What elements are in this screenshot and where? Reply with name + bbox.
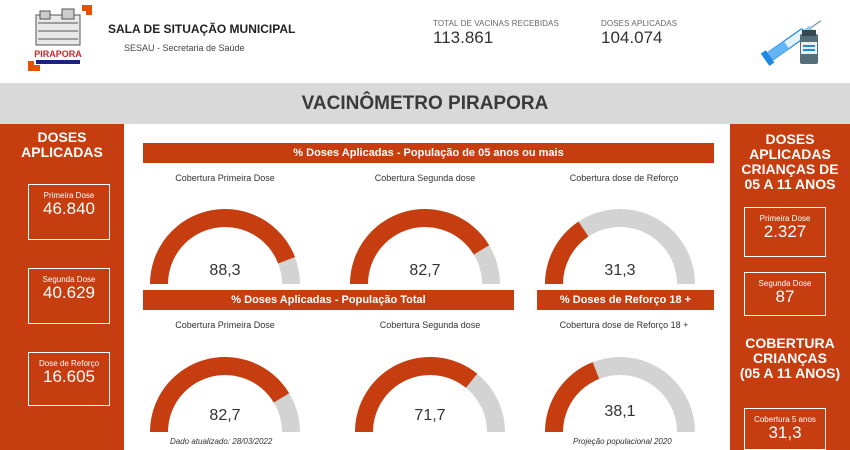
card-label: Segunda Dose — [42, 275, 96, 284]
kpi-value: 104.074 — [601, 28, 663, 47]
app-title: SALA DE SITUAÇÃO MUNICIPAL — [108, 22, 296, 36]
gauge-caption: Cobertura Primeira Dose — [175, 320, 275, 330]
card-value: 2.327 — [763, 222, 807, 241]
gauge-primeira-dose-05 — [150, 209, 300, 284]
gauge-segunda-dose-total — [355, 357, 505, 432]
footnote-population: Projeção populacional 2020 — [573, 437, 672, 446]
gauge-fill — [545, 221, 589, 284]
card-criancas-primeira-dose: Primeira Dose 2.327 — [744, 207, 826, 257]
kpi-vacinas-recebidas: TOTAL DE VACINAS RECEBIDAS 113.861 — [433, 19, 559, 48]
card-label: Primeira Dose — [43, 191, 95, 200]
panel-title-line: COBERTURA — [745, 335, 835, 351]
kpi-doses-aplicadas: DOSES APLICADAS 104.074 — [601, 19, 677, 48]
gauge-caption: Cobertura Primeira Dose — [175, 173, 275, 183]
panel-title-line: APLICADAS — [749, 146, 831, 162]
gauge-primeira-dose-total — [150, 357, 300, 432]
gauge-fill — [350, 209, 490, 284]
card-value: 46.840 — [43, 199, 95, 218]
card-label: Cobertura 5 anos — [754, 415, 816, 424]
card-value: 16.605 — [43, 367, 95, 386]
logo-wordmark: PIRAPORA — [34, 49, 82, 59]
card-dose-reforco: Dose de Reforço 16.605 — [28, 352, 110, 406]
gauge-fill — [150, 357, 290, 432]
page-banner: VACINÔMETRO PIRAPORA — [0, 83, 850, 124]
pirapora-logo: PIRAPORA — [22, 5, 94, 71]
card-criancas-segunda-dose: Segunda Dose 87 — [744, 272, 826, 316]
gauge-caption: Cobertura Segunda dose — [379, 320, 481, 330]
card-label: Dose de Reforço — [38, 359, 100, 368]
card-label: Segunda Dose — [758, 279, 812, 288]
panel-title-line: CRIANÇAS — [753, 350, 827, 366]
footnote-updated: Dado atualizado: 28/03/2022 — [170, 437, 273, 446]
section-header-reforco-18: % Doses de Reforço 18 + — [537, 290, 714, 310]
gauge-fill — [150, 209, 295, 284]
gauge-caption: Cobertura Segunda dose — [374, 173, 476, 183]
gauge-fill — [355, 357, 478, 432]
gauge-fill — [545, 362, 600, 432]
card-value: 31,3 — [768, 423, 802, 442]
gauge-caption: Cobertura dose de Reforço 18 + — [559, 320, 689, 330]
section-header-populacao-total: % Doses Aplicadas - População Total — [143, 290, 514, 310]
gauge-value: 82,7 — [209, 407, 241, 424]
panel-title-line: (05 A 11 ANOS) — [739, 365, 841, 381]
gauge-value: 88,3 — [209, 262, 241, 279]
card-cobertura-5-anos: Cobertura 5 anos 31,3 — [744, 408, 826, 450]
card-value: 87 — [775, 287, 795, 306]
panel-title-line: DOSES — [37, 129, 87, 145]
coverage-title: COBERTURA CRIANÇAS (05 A 11 ANOS) — [730, 336, 850, 381]
gauge-reforco-18 — [545, 357, 695, 432]
syringe-vial-icon — [760, 8, 830, 70]
gauge-value: 38,1 — [604, 403, 636, 420]
card-segunda-dose: Segunda Dose 40.629 — [28, 268, 110, 324]
card-value: 40.629 — [43, 283, 95, 302]
section-header-populacao-05-anos: % Doses Aplicadas - População de 05 anos… — [143, 143, 714, 163]
panel-title-line: DOSES — [765, 131, 815, 147]
panel-title-line: APLICADAS — [21, 144, 103, 160]
page-title: VACINÔMETRO PIRAPORA — [301, 92, 549, 114]
gauge-value: 82,7 — [409, 262, 441, 279]
panel-title-line: CRIANÇAS DE — [741, 161, 839, 177]
app-subtitle: SESAU - Secretaria de Saúde — [124, 43, 245, 53]
kpi-label: TOTAL DE VACINAS RECEBIDAS — [433, 19, 559, 28]
gauge-value: 31,3 — [604, 262, 636, 279]
gauge-reforco-05 — [545, 209, 695, 284]
card-label: Primeira Dose — [759, 214, 811, 223]
kpi-value: 113.861 — [433, 28, 494, 47]
panel-title-line: 05 A 11 ANOS — [744, 176, 836, 192]
gauge-value: 71,7 — [414, 407, 446, 424]
gauge-segunda-dose-05 — [350, 209, 500, 284]
kpi-label: DOSES APLICADAS — [601, 19, 678, 28]
card-primeira-dose: Primeira Dose 46.840 — [28, 184, 110, 240]
gauge-caption: Cobertura dose de Reforço — [569, 173, 679, 183]
